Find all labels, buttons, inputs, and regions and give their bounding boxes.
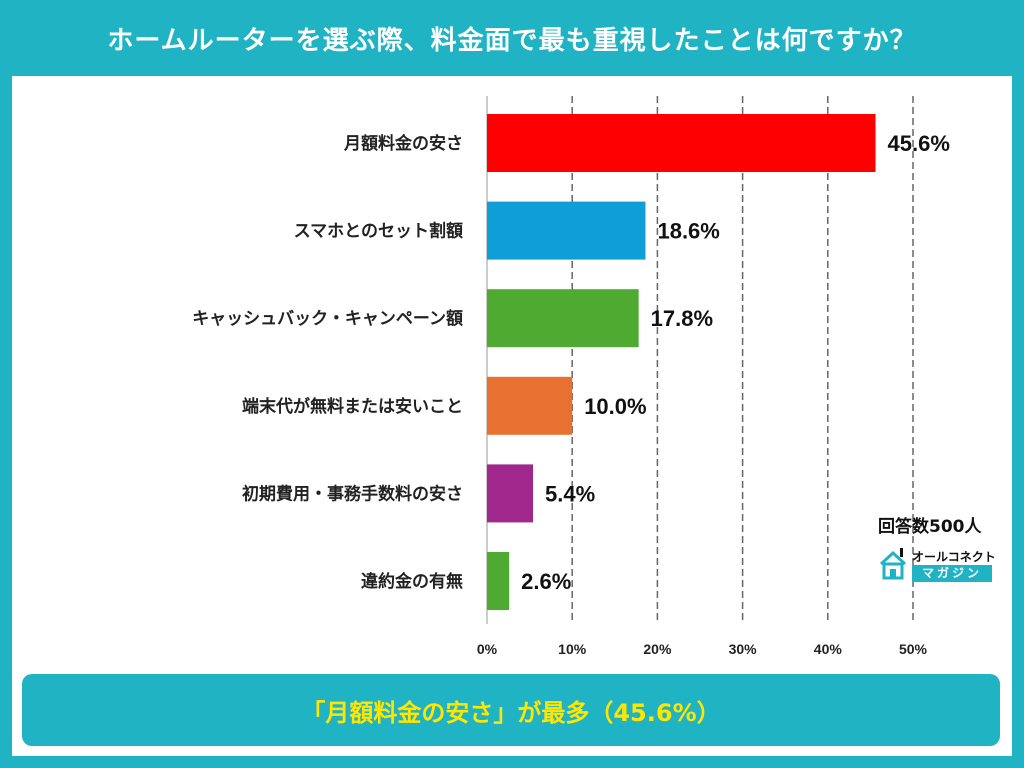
bar [487, 552, 510, 610]
bar [487, 114, 876, 172]
x-tick-label: 40% [814, 641, 843, 657]
bar [487, 289, 639, 348]
x-tick-label: 0% [477, 641, 498, 657]
chart-panel: 0% 10% 20% 30% 40% 50% 月額料金の安さ 45.6% スマホとのセット割額 1… [12, 76, 1012, 756]
x-tick-label: 20% [643, 641, 672, 657]
value-label: 10.0% [584, 394, 646, 419]
conclusion-highlight: 「月額料金の安さ」が最多 [301, 698, 590, 727]
category-label: 月額料金の安さ [343, 133, 463, 154]
conclusion-value: （45.6%） [589, 698, 721, 727]
conclusion-banner: 「月額料金の安さ」が最多 （45.6%） [22, 674, 1000, 746]
category-label: 初期費用・事務手数料の安さ [242, 483, 463, 504]
house-icon [879, 548, 907, 580]
x-tick-label: 30% [729, 641, 758, 657]
bar [487, 376, 573, 435]
bar-chart: 0% 10% 20% 30% 40% 50% 月額料金の安さ 45.6% スマホとのセット割額 1… [192, 96, 950, 657]
logo-text-top: オールコネクト [912, 550, 996, 564]
bar [487, 464, 534, 523]
value-label: 17.8% [651, 306, 713, 331]
chart-title: ホームルーターを選ぶ際、料金面で最も重視したことは何ですか？ [107, 25, 917, 56]
category-label: キャッシュバック・キャンペーン額 [192, 308, 463, 329]
respondent-count: 回答数500人 [878, 517, 982, 537]
value-label: 5.4% [545, 481, 595, 506]
category-label: 違約金の有無 [361, 571, 463, 592]
category-label: 端末代が無料または安いこと [242, 396, 463, 417]
value-label: 18.6% [657, 219, 719, 244]
value-label: 2.6% [521, 569, 571, 594]
value-label: 45.6% [888, 131, 950, 156]
x-tick-label: 10% [558, 641, 587, 657]
logo-text-bottom: マガジン [912, 565, 992, 582]
bar [487, 201, 646, 260]
x-tick-label: 50% [899, 641, 928, 657]
category-label: スマホとのセット割額 [294, 221, 463, 242]
brand-logo: オールコネクト マガジン [878, 546, 998, 586]
